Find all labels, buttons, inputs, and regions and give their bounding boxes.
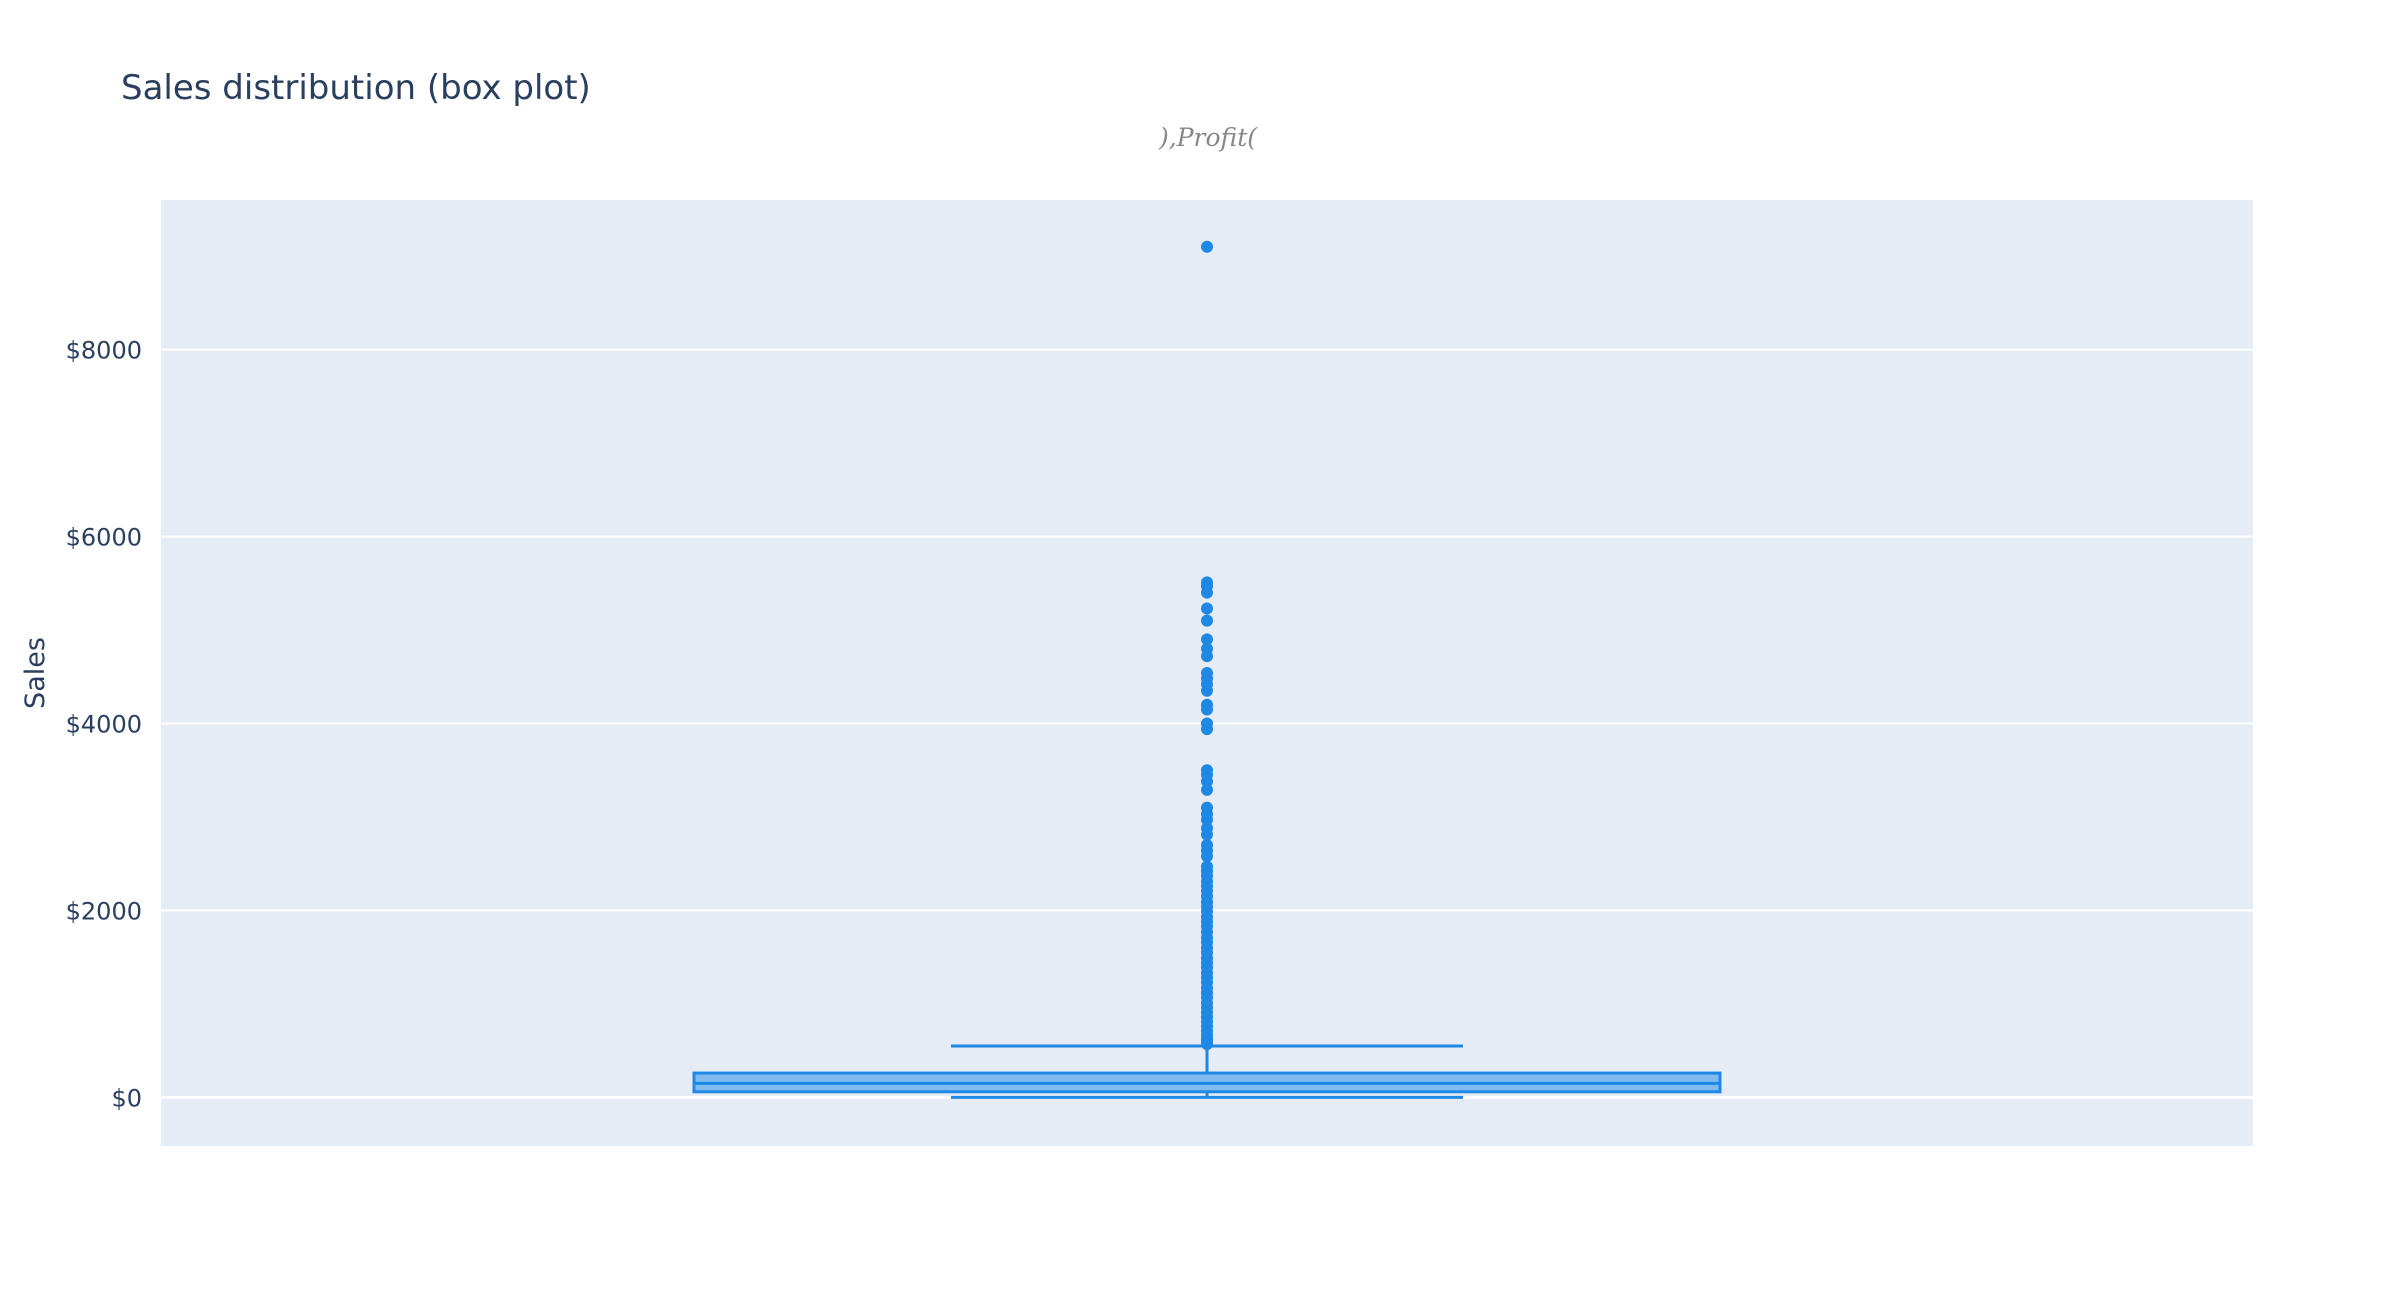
y-tick-labels: $0 $2000 $4000 $6000 $8000 bbox=[66, 337, 142, 1113]
outlier-point bbox=[1201, 828, 1213, 841]
box-series bbox=[692, 240, 1722, 1099]
y-tick-label: $2000 bbox=[66, 897, 142, 925]
y-tick-label: $4000 bbox=[66, 710, 142, 738]
outlier-point bbox=[1201, 602, 1213, 615]
outlier-point bbox=[1201, 775, 1213, 788]
outlier-point bbox=[1201, 783, 1213, 796]
outlier-point bbox=[1201, 650, 1213, 663]
outlier-point bbox=[1201, 684, 1213, 697]
y-tick-label: $8000 bbox=[66, 337, 142, 365]
y-tick-label: $0 bbox=[111, 1084, 142, 1112]
y-axis-label: Sales bbox=[20, 637, 51, 709]
outlier-point bbox=[1201, 633, 1213, 646]
outlier-point bbox=[1201, 240, 1213, 253]
outlier-point bbox=[1201, 850, 1213, 863]
y-tick-label: $6000 bbox=[66, 524, 142, 552]
outlier-point bbox=[1201, 614, 1213, 627]
outlier-point bbox=[1201, 1038, 1213, 1051]
outlier-point bbox=[1201, 813, 1213, 826]
outlier-point bbox=[1201, 723, 1213, 736]
chart-title: Sales distribution (box plot) bbox=[121, 68, 591, 108]
outlier-point bbox=[1201, 586, 1213, 599]
chart-subtitle: ),Profit( bbox=[1158, 123, 1258, 152]
outlier-point bbox=[1201, 703, 1213, 716]
